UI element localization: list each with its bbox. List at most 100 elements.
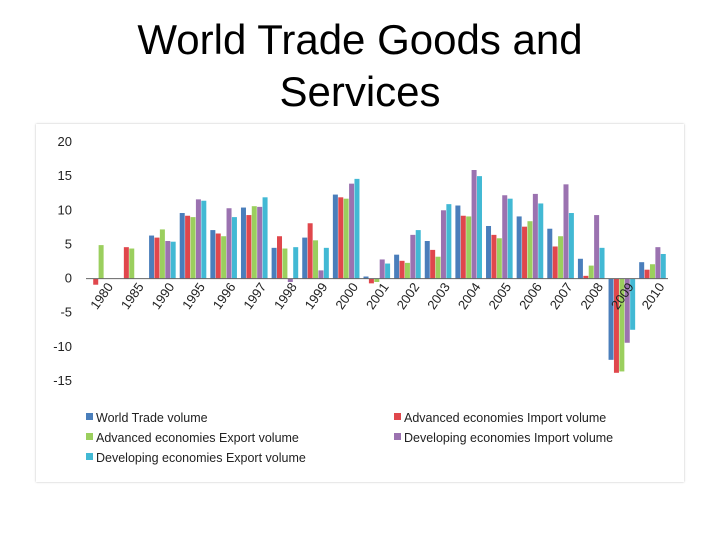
- bar: [527, 221, 533, 279]
- bar: [399, 260, 405, 279]
- bar: [354, 178, 360, 279]
- bar: [624, 278, 630, 343]
- x-axis-ticks: 1980 1985 1990 1995 1996 1997 1998 1999 2000 2001…: [87, 280, 667, 312]
- bar: [394, 254, 400, 279]
- chart-frame: 20 15 10 5 0 -5 -10 -15 1980 1985 1990 1995 1996 199…: [36, 124, 684, 482]
- bar: [446, 204, 452, 279]
- bar: [385, 263, 391, 279]
- bar: [532, 193, 538, 279]
- y-tick-label: 10: [58, 202, 72, 217]
- bar: [496, 238, 502, 279]
- bar: [424, 241, 430, 279]
- bar: [165, 241, 171, 279]
- bar: [123, 247, 129, 279]
- bar: [379, 259, 385, 279]
- bar: [307, 223, 313, 279]
- y-tick-label: -15: [53, 373, 72, 388]
- legend-swatch: [394, 413, 401, 420]
- bar: [577, 258, 583, 279]
- bar: [149, 235, 155, 279]
- bar: [287, 278, 293, 282]
- bar: [349, 183, 355, 279]
- bar: [251, 206, 257, 279]
- bar: [588, 265, 594, 279]
- bar: [599, 247, 605, 279]
- bar: [639, 262, 645, 279]
- bar: [630, 278, 636, 330]
- bar: [476, 176, 482, 279]
- x-tick-label: 2001: [363, 280, 392, 312]
- bar: [201, 200, 207, 279]
- bar: [491, 234, 497, 279]
- bar: [655, 247, 661, 279]
- bar: [430, 249, 436, 279]
- bar: [313, 240, 319, 279]
- x-tick-label: 1995: [179, 280, 208, 312]
- y-axis-ticks: 20 15 10 5 0 -5 -10 -15: [53, 134, 72, 388]
- bar: [440, 210, 446, 279]
- bar: [538, 203, 544, 279]
- bar: [170, 241, 176, 279]
- bar: [185, 215, 191, 279]
- bar: [262, 197, 268, 279]
- bar: [257, 206, 263, 279]
- bar: [93, 278, 99, 285]
- bar: [240, 207, 246, 279]
- x-tick-label: 2005: [485, 280, 514, 312]
- bar: [415, 230, 421, 279]
- legend-label: Advanced economies Export volume: [96, 431, 299, 445]
- x-tick-label: 1997: [240, 280, 269, 312]
- bar: [210, 230, 216, 279]
- chart-legend: World Trade volume Advanced economies Imp…: [86, 411, 613, 465]
- bar: [226, 208, 232, 279]
- bar: [271, 247, 277, 279]
- slide-title-line-1: World Trade Goods and: [137, 16, 583, 63]
- x-tick-label: 2000: [332, 280, 361, 312]
- bar-marks: [93, 170, 666, 373]
- bar: [302, 237, 308, 279]
- bar: [594, 215, 600, 279]
- y-tick-label: 20: [58, 134, 72, 149]
- slide-title-line-2: Services: [279, 68, 441, 115]
- x-tick-label: 1998: [271, 280, 300, 312]
- legend-swatch: [86, 453, 93, 460]
- x-tick-label: 1985: [118, 280, 147, 312]
- bar: [547, 228, 553, 279]
- x-tick-label: 2002: [394, 280, 423, 312]
- y-tick-label: 0: [65, 271, 72, 286]
- bar: [649, 264, 655, 279]
- x-tick-label: 2008: [577, 280, 606, 312]
- bar: [563, 184, 569, 279]
- bar: [435, 256, 441, 279]
- y-tick-label: -10: [53, 339, 72, 354]
- x-tick-label: 2004: [455, 280, 484, 312]
- bar: [558, 236, 564, 279]
- bar: [460, 215, 466, 279]
- x-tick-label: 1996: [210, 280, 239, 312]
- bar: [323, 247, 329, 279]
- bar: [644, 269, 650, 279]
- legend-swatch: [394, 433, 401, 440]
- bar: [159, 229, 165, 279]
- bar: [583, 275, 589, 279]
- bar: [318, 270, 324, 279]
- bar: [568, 213, 574, 279]
- bar: [486, 225, 492, 279]
- bar: [368, 278, 374, 284]
- x-tick-label: 1999: [302, 280, 331, 312]
- bar: [246, 215, 252, 279]
- y-tick-label: 15: [58, 168, 72, 183]
- bar: [404, 262, 410, 279]
- bar: [195, 199, 201, 279]
- legend-label: Advanced economies Import volume: [404, 411, 606, 425]
- bar: [129, 248, 135, 279]
- bar: [608, 278, 614, 360]
- legend-label: Developing economies Export volume: [96, 451, 306, 465]
- bar: [455, 205, 461, 279]
- bar: [466, 216, 472, 279]
- bar: [613, 278, 619, 373]
- slide-title: World Trade Goods and Services: [60, 14, 660, 118]
- x-tick-label: 1990: [148, 280, 177, 312]
- legend-label: World Trade volume: [96, 411, 208, 425]
